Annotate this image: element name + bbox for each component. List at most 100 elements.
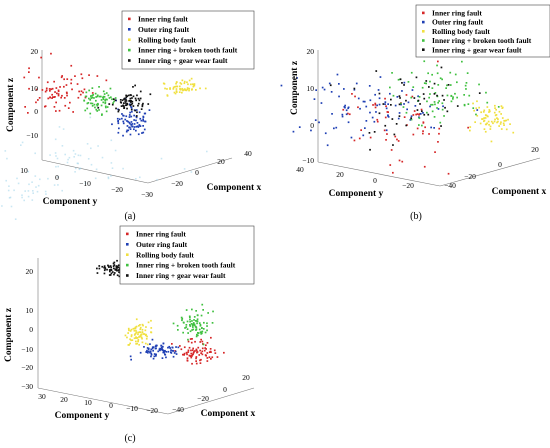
data-point	[401, 82, 403, 84]
z-tick-a-0: 20	[31, 47, 39, 56]
data-point	[136, 125, 139, 128]
data-point	[161, 347, 163, 349]
data-point	[54, 91, 56, 93]
data-point	[134, 84, 136, 87]
data-point	[129, 330, 132, 332]
data-point	[298, 126, 301, 128]
data-point	[193, 316, 196, 318]
data-point	[206, 342, 209, 344]
data-point	[127, 120, 129, 123]
background-point	[27, 195, 30, 198]
data-point	[197, 346, 200, 349]
data-point	[434, 92, 437, 94]
data-point	[341, 113, 344, 116]
data-point	[191, 349, 194, 352]
z-axis-label-a: Component z	[6, 77, 16, 132]
data-point	[191, 83, 194, 86]
legend-marker	[128, 28, 131, 31]
data-point	[135, 125, 138, 128]
data-point	[191, 324, 194, 327]
data-point	[117, 108, 119, 111]
data-point	[125, 98, 127, 101]
data-point	[122, 104, 124, 107]
data-point	[320, 102, 323, 104]
data-point	[411, 95, 414, 98]
data-point	[137, 104, 139, 107]
data-point	[135, 129, 137, 132]
data-point	[478, 83, 480, 86]
data-point	[446, 110, 449, 113]
scatter-panel-c: 20 10 0 −10 −20 −30 Component z 30 20 10…	[4, 225, 256, 444]
data-point	[138, 331, 141, 333]
data-point	[168, 345, 171, 348]
data-point	[51, 97, 53, 99]
background-point	[190, 171, 193, 173]
data-point	[196, 318, 199, 321]
data-point	[191, 329, 193, 331]
data-point	[449, 71, 452, 74]
data-point	[91, 87, 94, 89]
data-point	[384, 101, 387, 103]
data-point	[57, 89, 60, 92]
background-point	[61, 189, 63, 192]
data-point	[150, 327, 153, 329]
data-point	[431, 73, 433, 76]
data-point	[152, 357, 155, 360]
data-point	[315, 89, 317, 91]
data-point	[393, 133, 396, 136]
data-point	[410, 115, 413, 118]
data-point	[484, 117, 487, 119]
data-point	[189, 355, 192, 357]
x-tick-b-2: −20	[464, 172, 476, 181]
legend-marker	[128, 48, 131, 52]
data-point	[359, 107, 361, 110]
data-point	[199, 359, 201, 362]
data-point	[115, 107, 117, 110]
background-point	[74, 153, 77, 155]
data-point	[190, 349, 192, 352]
data-point	[416, 113, 419, 115]
data-point	[143, 346, 145, 348]
data-point	[135, 115, 138, 117]
data-point	[500, 128, 503, 130]
data-point	[456, 105, 459, 107]
legend-label: Inner ring fault	[136, 230, 186, 239]
data-point	[433, 127, 435, 129]
background-point	[206, 150, 208, 153]
data-point	[133, 123, 136, 125]
data-point	[105, 92, 108, 94]
data-point	[116, 259, 118, 262]
data-point	[338, 83, 340, 85]
background-point	[110, 139, 113, 142]
data-point	[145, 326, 147, 328]
data-point	[187, 83, 189, 86]
data-point	[185, 351, 188, 354]
data-point	[494, 104, 496, 107]
data-point	[427, 113, 430, 116]
data-point	[108, 97, 111, 99]
data-point	[66, 92, 68, 95]
data-point	[128, 100, 130, 102]
data-point	[494, 118, 496, 121]
data-point	[124, 334, 127, 337]
data-point	[193, 319, 195, 321]
background-point	[37, 184, 40, 187]
data-point	[127, 344, 130, 346]
data-point	[447, 84, 450, 86]
data-point	[116, 269, 118, 272]
data-point	[100, 99, 103, 101]
data-point	[133, 126, 136, 128]
data-point	[88, 97, 90, 100]
data-point	[507, 118, 509, 121]
series-a-3	[83, 86, 117, 116]
data-point	[206, 360, 209, 362]
data-point	[420, 108, 423, 111]
legend-label: Inner ring + gear wear fault	[136, 271, 226, 280]
legend-marker	[422, 11, 425, 15]
data-point	[431, 87, 434, 89]
data-point	[159, 347, 162, 350]
data-point	[452, 96, 454, 98]
series-a-0	[23, 52, 108, 114]
data-point	[179, 345, 181, 347]
